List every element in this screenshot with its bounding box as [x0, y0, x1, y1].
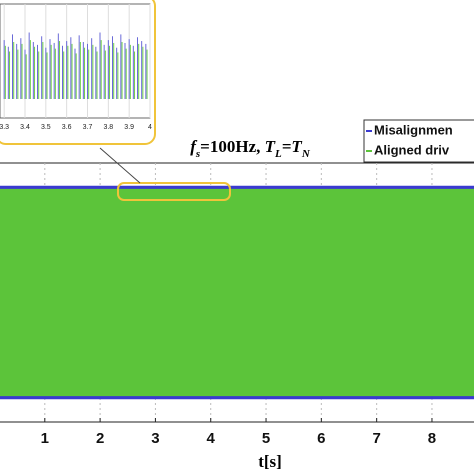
x-tick-label: 3.5	[41, 124, 51, 131]
x-tick-label: 1	[41, 430, 49, 447]
title-part: =100Hz,	[200, 137, 264, 156]
zoom-connector	[99, 147, 141, 184]
x-axis-label: t[s]	[258, 452, 282, 471]
legend-label: Aligned driv	[374, 142, 450, 157]
x-tick-label: 5	[262, 430, 270, 447]
legend-label: Misalignmen	[374, 122, 453, 137]
x-tick-label: 6	[317, 430, 325, 447]
signal-band	[0, 188, 474, 397]
x-tick-label: 8	[428, 430, 436, 447]
x-tick-label: 7	[372, 430, 380, 447]
x-tick-label: 3.6	[62, 124, 72, 131]
x-tick-label: 3	[151, 430, 159, 447]
x-tick-label: 4	[148, 124, 152, 131]
title-part: T	[265, 137, 276, 156]
x-tick-label: 2	[96, 430, 104, 447]
x-tick-label: 3.7	[83, 124, 93, 131]
inset-plot: 3.3 3.4 3.5 3.6 3.7 3.8 3.9 4	[0, 3, 152, 131]
x-tick-label: 3.9	[124, 124, 134, 131]
legend-box	[363, 119, 474, 163]
chart-title: fs=100Hz, TL=TN	[190, 137, 311, 160]
main-plot: 1 2 3 4 5 6 7 8	[0, 163, 474, 447]
title-part: L	[274, 148, 282, 160]
x-tick-label: 4	[207, 430, 216, 447]
x-tick-label: 3.8	[103, 124, 113, 131]
legend: Misalignmen Aligned driv	[363, 119, 474, 163]
x-tick-label: 3.4	[20, 124, 30, 131]
inset-frame	[0, 0, 156, 145]
title-part: s	[195, 148, 200, 160]
x-tick-label: 3.3	[0, 124, 9, 131]
title-part: =T	[282, 137, 303, 156]
zoom-highlight	[117, 182, 231, 201]
title-part: N	[301, 148, 311, 160]
title-part: f	[190, 137, 198, 156]
